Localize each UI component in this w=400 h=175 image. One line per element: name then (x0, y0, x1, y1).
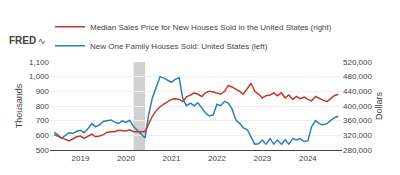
svg-text:Median Sales Price for New Hou: Median Sales Price for New Houses Sold i… (90, 23, 332, 32)
svg-text:2019: 2019 (72, 154, 90, 163)
svg-text:900: 900 (36, 87, 50, 96)
svg-text:1,000: 1,000 (29, 72, 50, 81)
svg-text:2020: 2020 (117, 154, 135, 163)
svg-text:2022: 2022 (208, 154, 226, 163)
svg-text:2023: 2023 (254, 154, 272, 163)
svg-text:700: 700 (36, 116, 50, 125)
svg-text:∿: ∿ (38, 36, 46, 46)
svg-text:Thousands: Thousands (14, 83, 24, 128)
svg-text:FRED: FRED (9, 35, 36, 46)
svg-text:360,000: 360,000 (343, 116, 372, 125)
svg-text:400,000: 400,000 (343, 102, 372, 111)
svg-text:520,000: 520,000 (343, 58, 372, 67)
svg-text:320,000: 320,000 (343, 131, 372, 140)
svg-text:2024: 2024 (299, 154, 317, 163)
svg-text:600: 600 (36, 131, 50, 140)
svg-text:New One Family Houses Sold: Un: New One Family Houses Sold: United State… (90, 42, 268, 51)
svg-text:2021: 2021 (163, 154, 181, 163)
svg-text:Dollars: Dollars (374, 92, 384, 121)
svg-text:440,000: 440,000 (343, 87, 372, 96)
svg-text:500: 500 (36, 146, 50, 155)
svg-text:800: 800 (36, 102, 50, 111)
svg-text:480,000: 480,000 (343, 72, 372, 81)
svg-text:1,100: 1,100 (29, 58, 50, 67)
svg-text:280,000: 280,000 (343, 146, 372, 155)
